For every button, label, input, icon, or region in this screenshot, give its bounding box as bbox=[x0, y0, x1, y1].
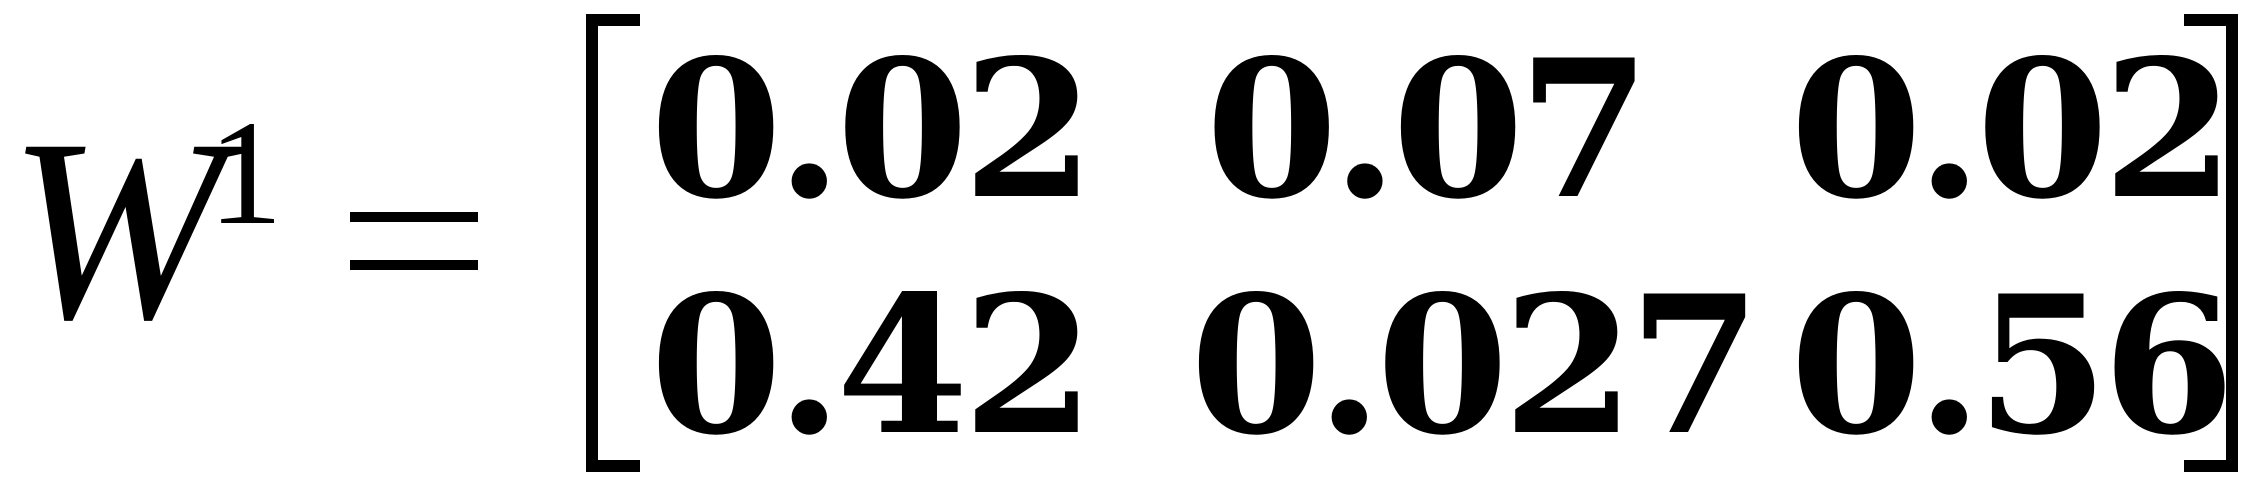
matrix-cell-r1-c2: 0.07 bbox=[1205, 18, 1651, 241]
matrix-cell-r1-c1: 0.02 bbox=[650, 18, 1095, 241]
right-bracket-top-cap bbox=[2184, 14, 2238, 26]
equals-bar-top bbox=[350, 212, 478, 222]
superscript-index: 1 bbox=[208, 90, 283, 256]
equals-sign bbox=[350, 212, 478, 270]
left-bracket bbox=[586, 14, 642, 472]
matrix-cell-r2-c3: 0.56 bbox=[1790, 254, 2235, 477]
matrix-row: 0.02 0.07 0.02 bbox=[650, 18, 2235, 241]
matrix-body: 0.02 0.07 0.02 0.42 0.027 0.56 bbox=[650, 18, 2235, 466]
matrix-cell-r2-c2: 0.027 bbox=[1190, 254, 1761, 477]
right-bracket bbox=[2182, 14, 2238, 472]
equals-bar-bottom bbox=[350, 260, 478, 270]
left-bracket-stem bbox=[586, 14, 598, 472]
right-bracket-stem bbox=[2226, 14, 2238, 472]
variable-symbol: W bbox=[8, 86, 225, 374]
matrix-cell-r1-c3: 0.02 bbox=[1790, 18, 2235, 241]
left-bracket-bottom-cap bbox=[586, 460, 640, 472]
right-bracket-bottom-cap bbox=[2184, 460, 2238, 472]
matrix-row: 0.42 0.027 0.56 bbox=[650, 254, 2235, 477]
left-bracket-top-cap bbox=[586, 14, 640, 26]
matrix-cell-r2-c1: 0.42 bbox=[650, 254, 1095, 477]
